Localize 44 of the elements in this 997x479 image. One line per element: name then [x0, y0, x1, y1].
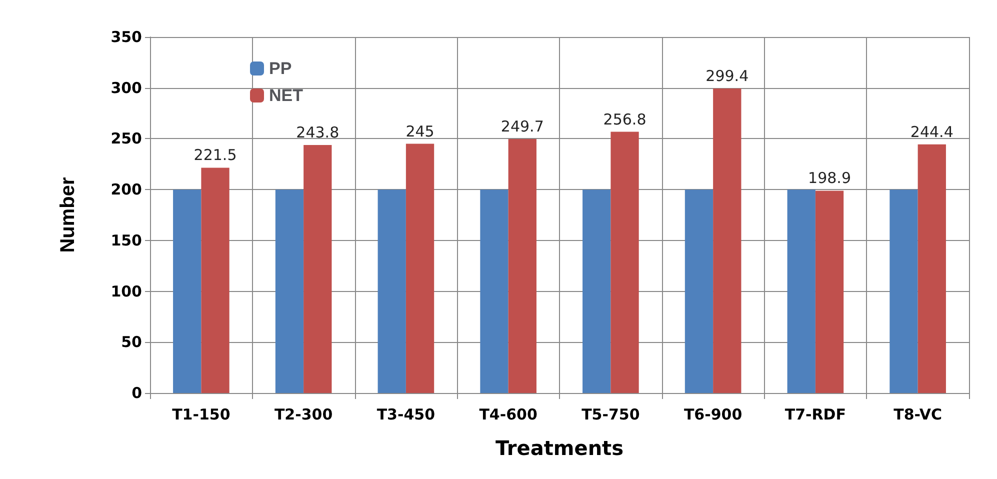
y-tick-label: 0: [132, 384, 142, 402]
x-tick-label: T3-450: [376, 406, 436, 424]
data-label: 244.4: [910, 122, 954, 141]
x-tick-label: T6-900: [684, 406, 742, 424]
x-tick-label: T4-600: [479, 406, 538, 424]
bar: [890, 190, 918, 393]
data-label: 243.8: [296, 124, 340, 142]
bar: [815, 190, 844, 393]
bar: [508, 139, 536, 393]
bar: [201, 168, 230, 393]
x-tick-label: T8-VC: [894, 406, 942, 424]
y-tick-label: 200: [110, 180, 142, 199]
data-label: 256.8: [603, 110, 646, 128]
bar: [713, 88, 742, 393]
x-tick-label: T1-150: [172, 406, 230, 424]
data-label: 299.4: [706, 66, 749, 85]
legend-label: PP: [269, 59, 292, 78]
bar: [684, 190, 714, 393]
data-label: 221.5: [194, 146, 237, 164]
y-tick-label: 350: [110, 28, 142, 46]
y-tick-label: 50: [121, 333, 142, 352]
bar: [406, 144, 434, 393]
y-tick-label: 250: [110, 130, 142, 148]
data-label: 249.7: [500, 118, 544, 136]
y-tick-label: 300: [110, 78, 142, 97]
x-tick-label: T7-RDF: [784, 406, 846, 424]
y-tick-label: 150: [110, 231, 142, 250]
x-axis-title: Treatments: [495, 436, 624, 460]
bar: [275, 190, 304, 393]
bar: [304, 145, 332, 393]
y-axis-title: Number: [57, 177, 79, 253]
bar: [582, 190, 611, 393]
bar: [610, 132, 639, 393]
bar: [918, 144, 946, 393]
data-label: 198.9: [808, 169, 851, 188]
bar: [378, 190, 406, 393]
y-tick-label: 100: [110, 282, 142, 300]
x-tick-label: T2-300: [274, 406, 333, 424]
bar: [480, 190, 508, 393]
bar: [173, 190, 202, 393]
data-label: 245: [406, 122, 434, 140]
bar: [787, 190, 816, 393]
legend-label: NET: [269, 86, 304, 105]
x-tick-label: T5-750: [582, 406, 640, 424]
